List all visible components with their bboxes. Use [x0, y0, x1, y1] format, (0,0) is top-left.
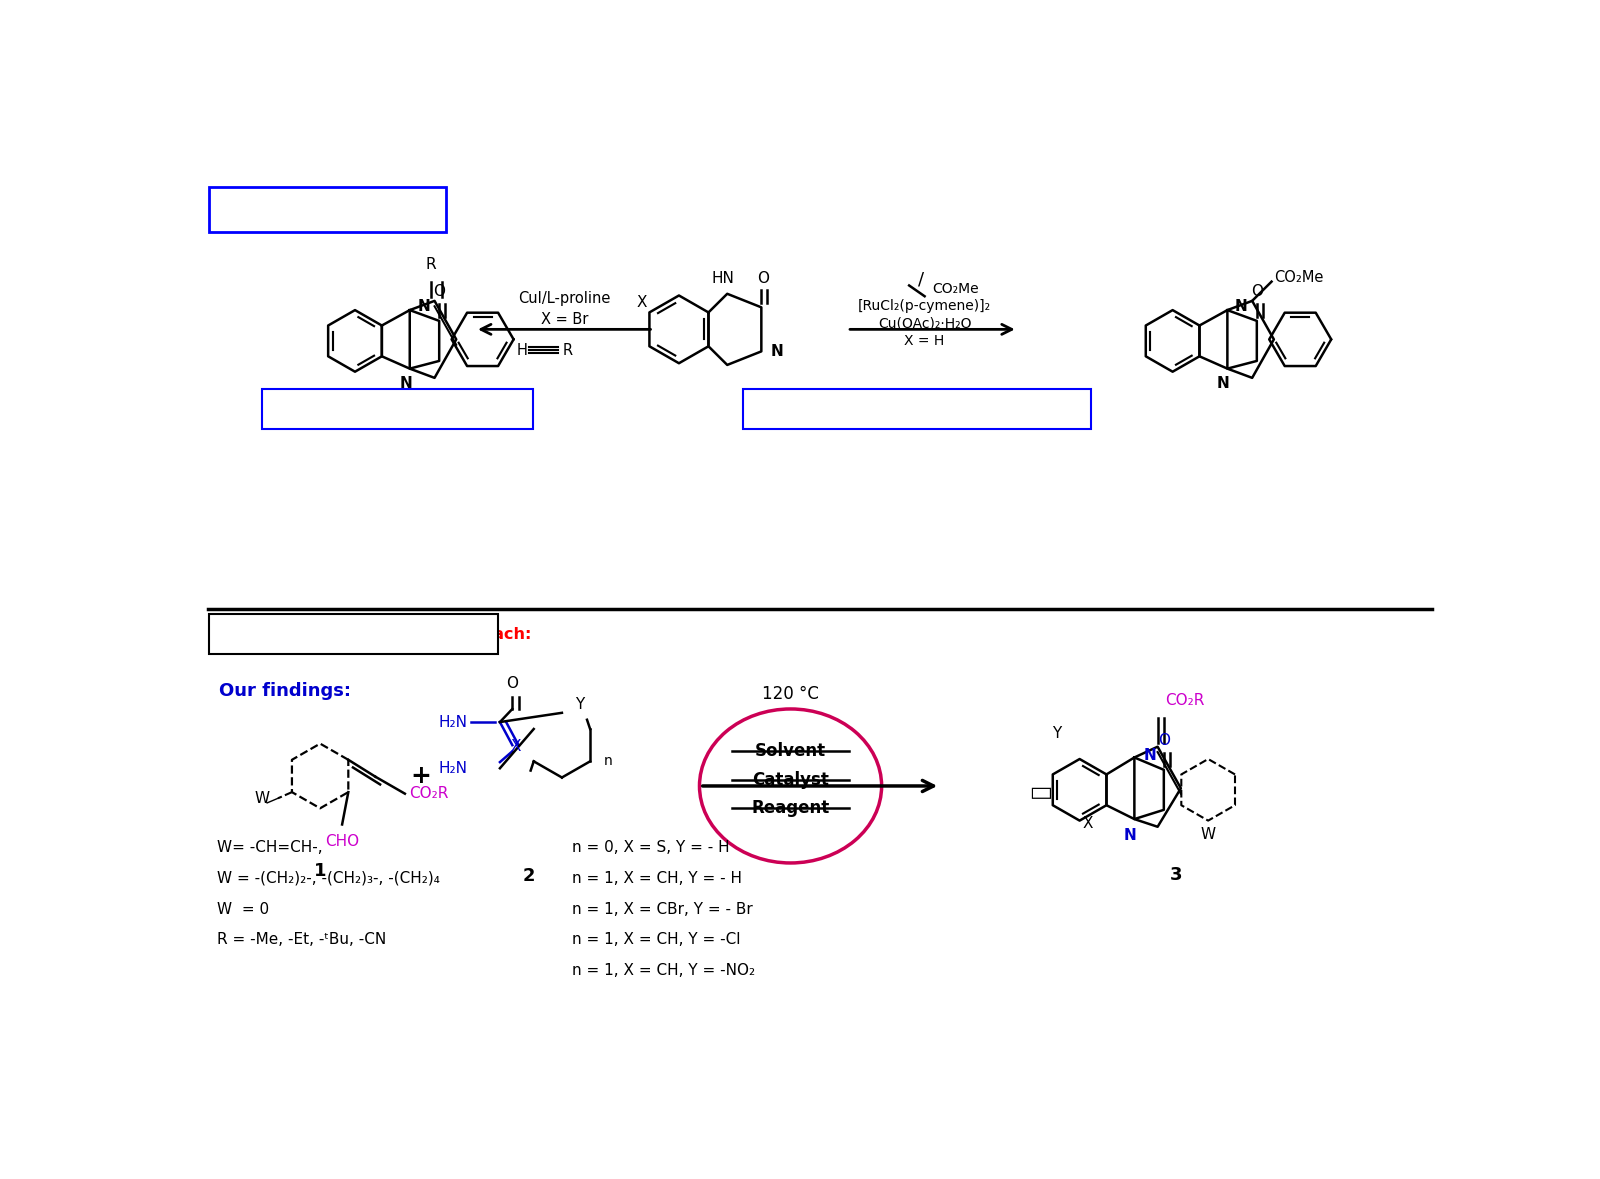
Text: , 4918: , 4918 — [466, 402, 514, 417]
Text: O: O — [506, 677, 518, 691]
Text: Solvent: Solvent — [755, 743, 826, 760]
Text: /: / — [918, 270, 923, 289]
Text: , 2015,: , 2015, — [915, 402, 968, 417]
Text: R = -Me, -Et, -ᵗBu, -CN: R = -Me, -Et, -ᵗBu, -CN — [218, 933, 386, 948]
Text: Org. Biomol. Chem.: Org. Biomol. Chem. — [754, 402, 904, 417]
Text: , 6474: , 6474 — [989, 402, 1037, 417]
Text: H₂N: H₂N — [438, 714, 467, 730]
Text: Metal-free, solvent-free approach:: Metal-free, solvent-free approach: — [219, 627, 531, 641]
Text: Catalyst: Catalyst — [752, 771, 829, 789]
FancyBboxPatch shape — [262, 389, 533, 429]
Text: H: H — [517, 343, 526, 357]
FancyBboxPatch shape — [210, 187, 446, 231]
Text: J. Org. Chem.: J. Org. Chem. — [274, 402, 374, 417]
Text: Reagent: Reagent — [752, 799, 830, 817]
Text: Cu(OAc)₂·H₂O: Cu(OAc)₂·H₂O — [878, 317, 971, 331]
Text: R: R — [426, 257, 435, 271]
Text: W: W — [254, 791, 270, 805]
Text: N: N — [1144, 749, 1157, 764]
Text: 〆: 〆 — [1030, 785, 1051, 798]
Text: n = 1, X = CH, Y = - H: n = 1, X = CH, Y = - H — [573, 871, 742, 885]
Text: 2017,: 2017, — [403, 402, 456, 417]
Text: 120 °C: 120 °C — [762, 685, 819, 703]
FancyBboxPatch shape — [210, 614, 498, 654]
Text: N: N — [771, 344, 784, 358]
Text: R: R — [563, 343, 573, 357]
Text: CO₂Me: CO₂Me — [1274, 270, 1323, 285]
Text: W: W — [1200, 826, 1216, 842]
Text: X: X — [510, 739, 522, 755]
Text: +: + — [411, 764, 432, 788]
Text: W = -(CH₂)₂-, -(CH₂)₃-, -(CH₂)₄: W = -(CH₂)₂-, -(CH₂)₃-, -(CH₂)₄ — [218, 871, 440, 885]
Text: X = Br: X = Br — [541, 312, 587, 327]
Text: n = 1, X = CH, Y = -NO₂: n = 1, X = CH, Y = -NO₂ — [573, 963, 755, 979]
Text: N: N — [1235, 298, 1248, 314]
Text: CO₂R: CO₂R — [408, 786, 448, 802]
Text: X = H: X = H — [904, 334, 944, 348]
Text: O: O — [1251, 284, 1262, 299]
Text: CuI/L-proline: CuI/L-proline — [518, 291, 611, 307]
Text: [RuCl₂(p-cymene)]₂: [RuCl₂(p-cymene)]₂ — [858, 299, 990, 314]
Text: n = 0, X = S, Y = - H: n = 0, X = S, Y = - H — [573, 841, 730, 855]
Text: O: O — [434, 284, 445, 299]
Text: 1: 1 — [314, 863, 326, 881]
Text: 3: 3 — [1170, 865, 1182, 883]
Text: N: N — [1125, 829, 1138, 843]
Text: Y: Y — [574, 697, 584, 712]
Text: O: O — [1158, 733, 1170, 749]
Text: Y: Y — [1051, 726, 1061, 742]
Text: N: N — [1218, 376, 1230, 391]
Text: Previous approaches:: Previous approaches: — [219, 199, 446, 219]
Text: n: n — [605, 755, 613, 769]
Ellipse shape — [699, 709, 882, 863]
Text: HN: HN — [712, 271, 734, 286]
Text: N: N — [418, 298, 430, 314]
Text: N: N — [400, 376, 413, 391]
Text: 2: 2 — [523, 867, 536, 885]
Text: O: O — [757, 271, 770, 285]
Text: H₂N: H₂N — [438, 760, 467, 776]
Text: W  = 0: W = 0 — [218, 902, 269, 916]
Text: n = 1, X = CH, Y = -Cl: n = 1, X = CH, Y = -Cl — [573, 933, 741, 948]
Text: 82: 82 — [445, 402, 466, 417]
Text: X: X — [637, 295, 646, 310]
Text: CO₂R: CO₂R — [1165, 693, 1205, 709]
Text: X: X — [1082, 816, 1093, 831]
Text: n = 1, X = CBr, Y = - Br: n = 1, X = CBr, Y = - Br — [573, 902, 752, 916]
Text: Our findings:: Our findings: — [219, 683, 352, 700]
FancyBboxPatch shape — [742, 389, 1091, 429]
Text: CHO: CHO — [325, 834, 358, 849]
Text: 13: 13 — [966, 402, 987, 417]
Text: CO₂Me: CO₂Me — [933, 282, 979, 296]
Text: W= -CH=CH-,: W= -CH=CH-, — [218, 841, 323, 855]
